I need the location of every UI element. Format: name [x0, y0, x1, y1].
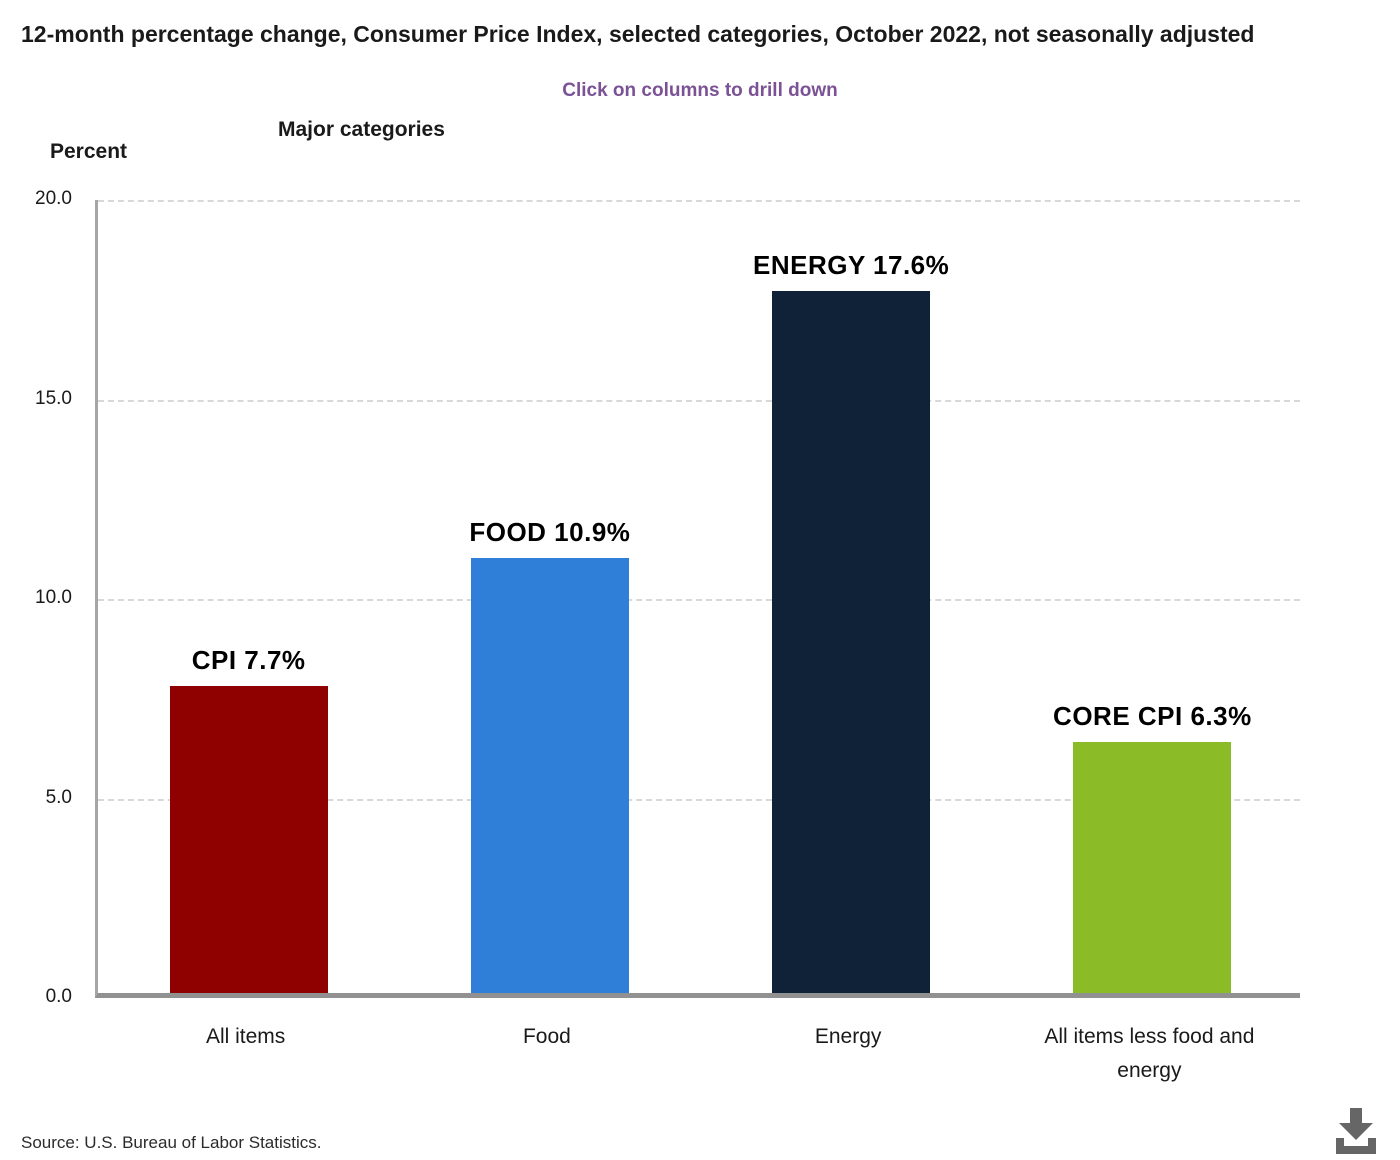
drill-note: Click on columns to drill down	[562, 80, 838, 101]
bar-value-label-all-items-less-food-and-energy: CORE CPI 6.3%	[1053, 700, 1252, 731]
download-icon	[1336, 1108, 1376, 1154]
y-tick-label: 0.0	[45, 986, 72, 1007]
bar-food[interactable]	[470, 558, 629, 993]
y-tick-label: 10.0	[35, 587, 72, 608]
x-axis-label-all-items: All items	[205, 1025, 286, 1048]
chart-title: 12-month percentage change, Consumer Pri…	[21, 21, 1255, 47]
bar-energy[interactable]	[772, 290, 931, 993]
bar-all-items[interactable]	[169, 685, 328, 993]
y-tick-label: 15.0	[35, 387, 72, 409]
gridline	[98, 798, 1300, 801]
bar-all-items-less-food-and-energy[interactable]	[1073, 741, 1232, 993]
gridline	[98, 200, 1300, 202]
gridline	[98, 599, 1300, 601]
bar-value-label-food: FOOD 10.9%	[469, 517, 631, 548]
bar-value-label-energy: ENERGY 17.6%	[752, 249, 950, 280]
x-axis-label-all-items-less-food-and-energy: All items less food and energy	[1044, 1025, 1255, 1082]
source-text: Source: U.S. Bureau of Labor Statistics.	[21, 1133, 322, 1152]
plot-area: CPI 7.7% FOOD 10.9% ENERGY 17.6% CORE CPI 6…	[95, 200, 1300, 998]
download-button[interactable]	[1332, 1106, 1380, 1156]
axis-group-label: Major categories	[278, 118, 445, 141]
x-axis-label-food: Food	[522, 1025, 571, 1048]
bar-value-label-all-items: CPI 7.7%	[191, 644, 306, 675]
x-axis-label-energy: Energy	[814, 1025, 882, 1048]
y-tick-label: 20.0	[35, 188, 72, 209]
y-tick-label: 5.0	[45, 786, 72, 808]
gridline	[98, 399, 1300, 402]
y-axis-title: Percent	[50, 140, 128, 163]
